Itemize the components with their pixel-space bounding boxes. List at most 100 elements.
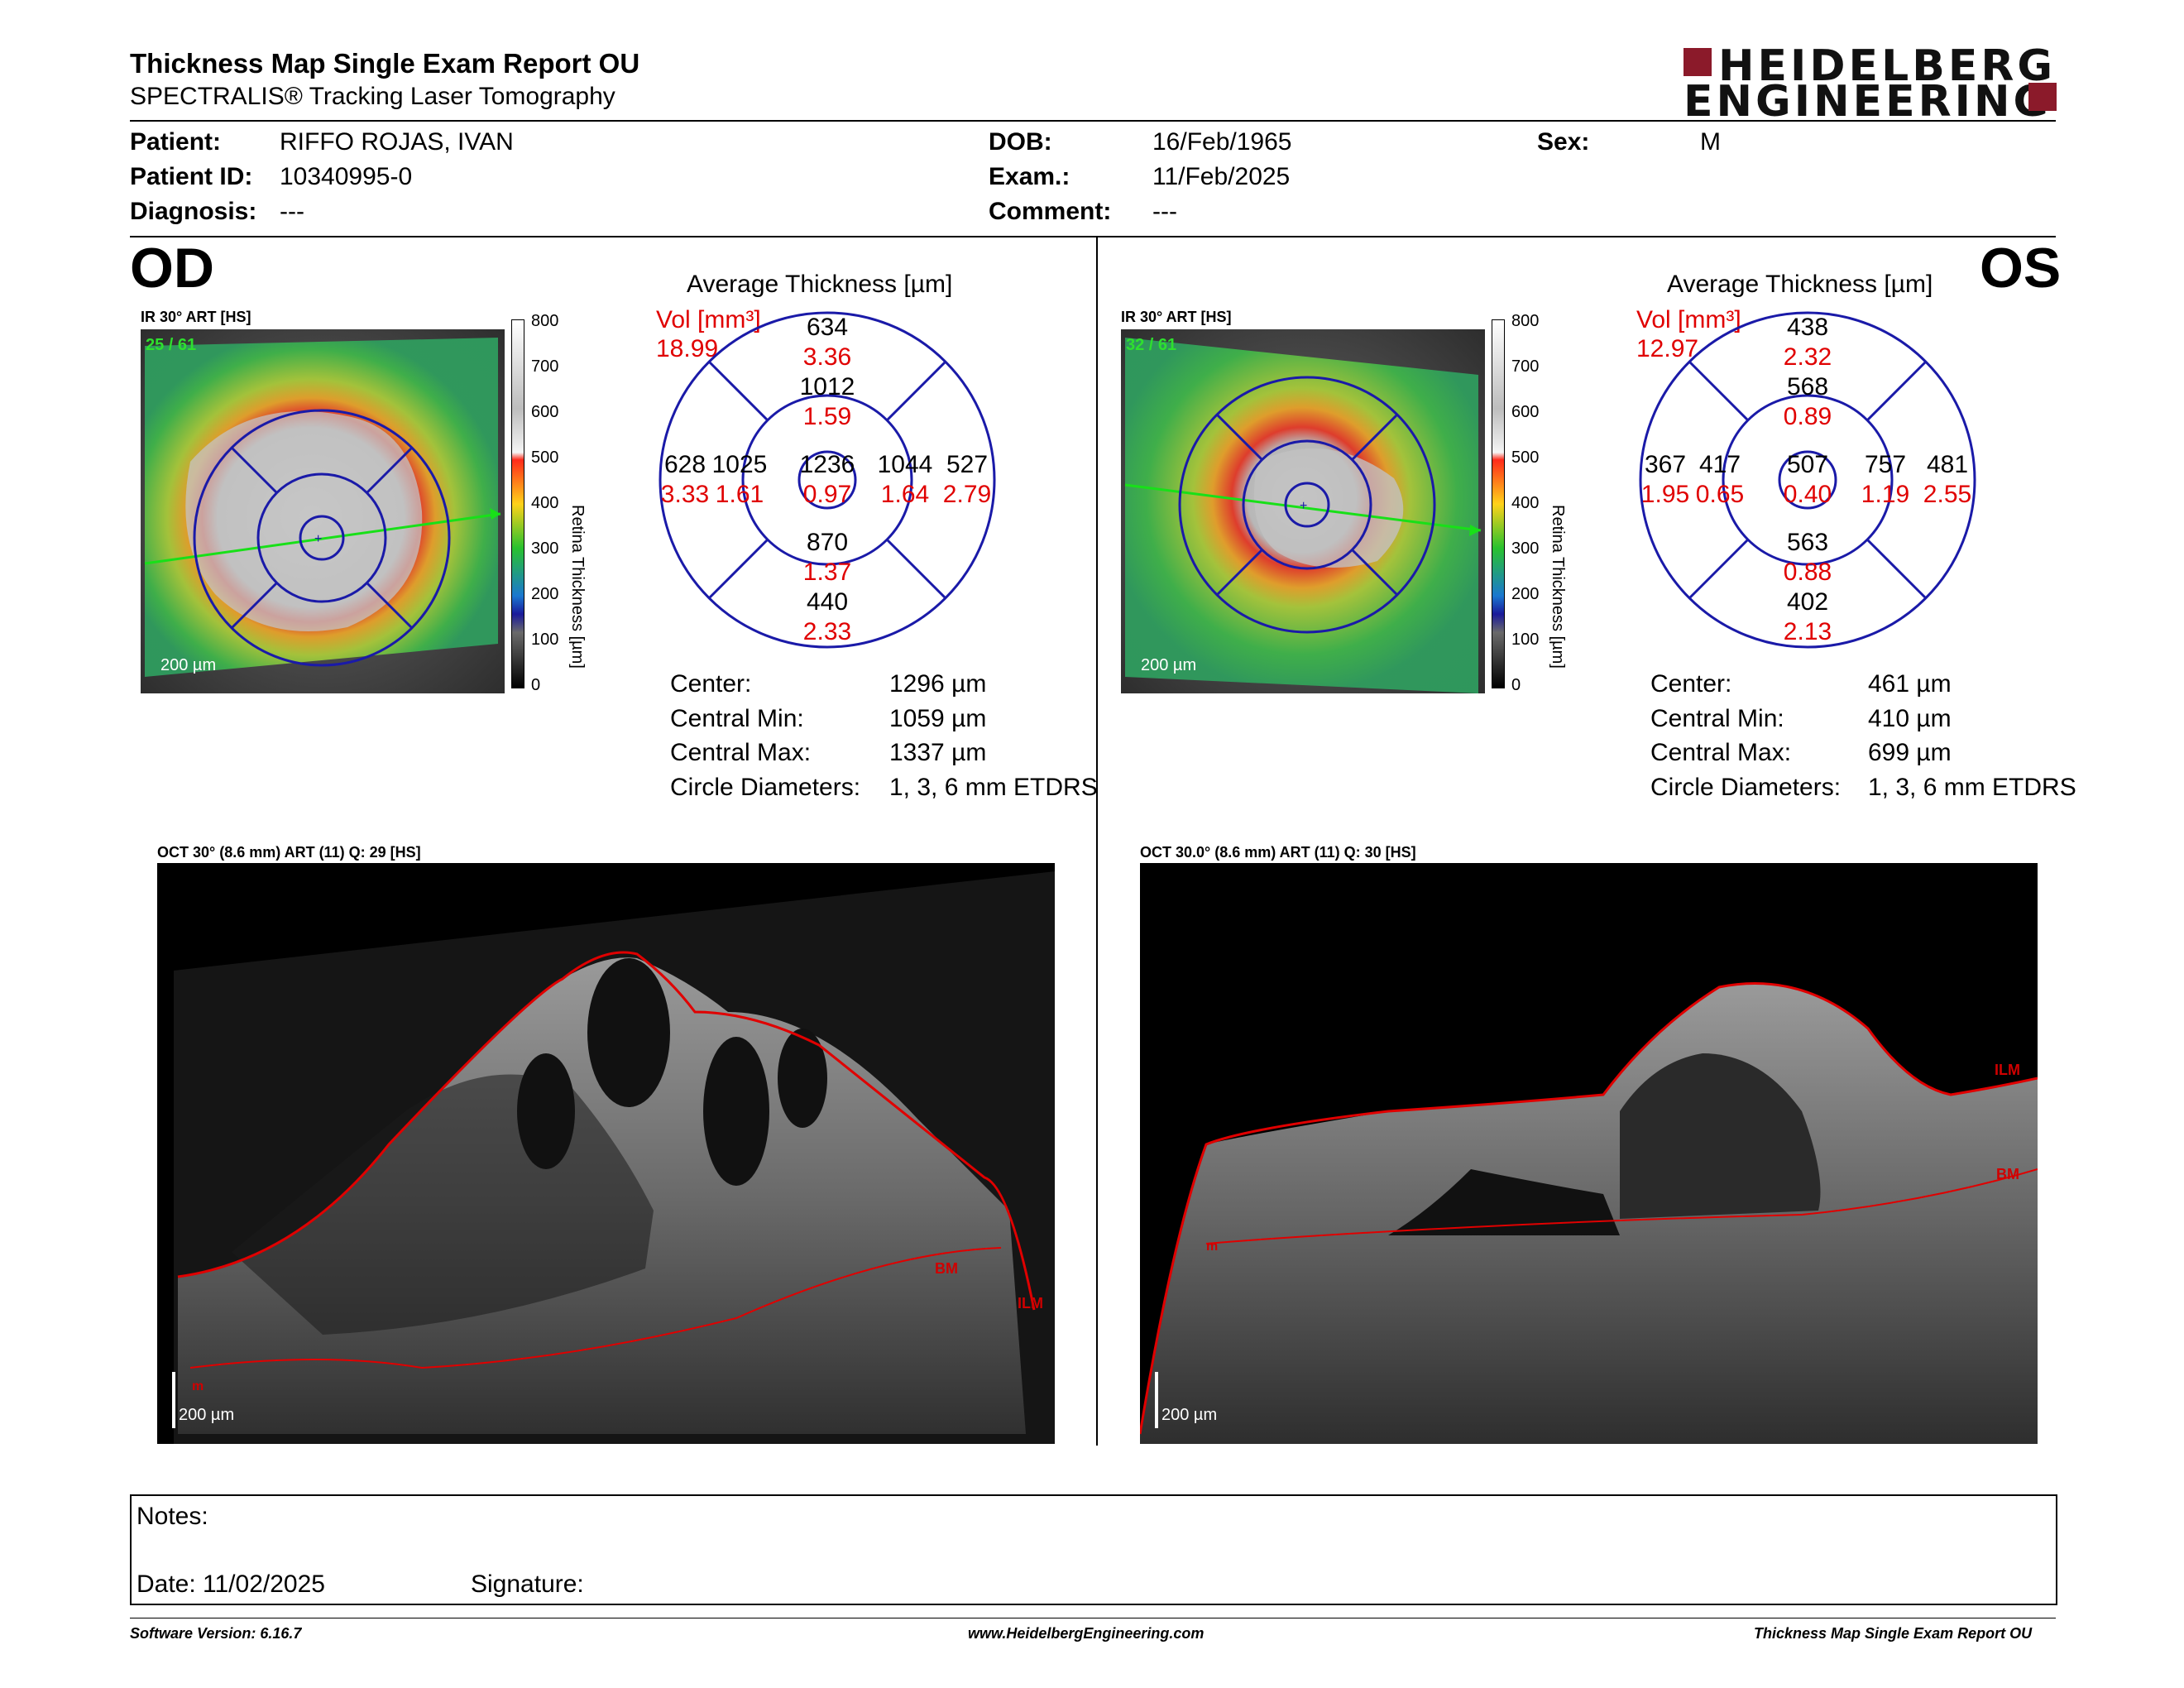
os-outer-inf-thickness: 402: [1786, 588, 1829, 616]
od-inner-right-thickness: 1044: [877, 451, 933, 478]
os-circle-diam-label: Circle Diameters:: [1650, 774, 1842, 801]
od-outer-sup-thickness: 634: [806, 314, 849, 341]
od-central-min-value: 1059 µm: [889, 705, 987, 732]
os-inner-inf-thickness: 563: [1786, 529, 1829, 556]
notes-box[interactable]: Notes: Date: 11/02/2025 Signature:: [130, 1494, 2057, 1605]
os-center-value: 461 µm: [1868, 670, 1952, 698]
os-map-scale-label: 200 µm: [1141, 656, 1197, 674]
logo-square-top: [1684, 48, 1712, 76]
od-outer-inf-thickness: 440: [806, 588, 849, 616]
od-central-max-value: 1337 µm: [889, 739, 987, 766]
od-inner-inf-thickness: 870: [806, 529, 849, 556]
od-frame-counter: 25 / 61: [146, 336, 197, 354]
os-tick-600: 600: [1511, 403, 1540, 421]
os-inner-left-volume: 0.65: [1695, 481, 1745, 508]
os-center-label: Center:: [1650, 670, 1732, 698]
os-frame-counter: 32 / 61: [1126, 336, 1177, 354]
notes-label: Notes:: [136, 1503, 208, 1530]
od-outer-sup-volume: 3.36: [802, 343, 852, 371]
os-center-thickness: 507: [1786, 451, 1829, 478]
od-tick-0: 0: [531, 676, 541, 694]
od-tick-800: 800: [531, 312, 559, 330]
diagnosis-value: ---: [280, 198, 304, 225]
website-link[interactable]: www.HeidelbergEngineering.com: [968, 1625, 1205, 1642]
od-outer-left-thickness: 628: [663, 451, 706, 478]
os-tick-500: 500: [1511, 448, 1540, 467]
od-circle-diam-value: 1, 3, 6 mm ETDRS: [889, 774, 1098, 801]
od-vol-total: 18.99: [656, 335, 719, 362]
od-center-thickness: 1236: [799, 451, 855, 478]
os-outer-right-thickness: 481: [1926, 451, 1969, 478]
os-oct-caption: OCT 30.0° (8.6 mm) ART (11) Q: 30 [HS]: [1140, 844, 1416, 861]
os-inner-sup-volume: 0.89: [1783, 403, 1832, 430]
os-vol-label: Vol [mm³]: [1636, 306, 1741, 333]
report-subtitle: SPECTRALIS® Tracking Laser Tomography: [130, 83, 615, 110]
os-inner-inf-volume: 0.88: [1783, 559, 1832, 586]
os-eye-label: OS: [1980, 237, 2062, 300]
report-title: Thickness Map Single Exam Report OU: [130, 48, 640, 79]
patient-id: 10340995-0: [280, 163, 413, 190]
os-ir-caption: IR 30° ART [HS]: [1121, 309, 1232, 325]
od-oct-m-label: m: [192, 1379, 204, 1393]
od-outer-inf-volume: 2.33: [802, 618, 852, 645]
od-oct-bscan-image: BM ILM m 200 µm: [157, 863, 1055, 1444]
od-inner-left-volume: 1.61: [715, 481, 764, 508]
od-tick-700: 700: [531, 357, 559, 376]
os-circle-diam-value: 1, 3, 6 mm ETDRS: [1868, 774, 2076, 801]
od-map-scale-label: 200 µm: [160, 656, 217, 674]
os-outer-sup-thickness: 438: [1786, 314, 1829, 341]
patient-name: RIFFO ROJAS, IVAN: [280, 128, 514, 156]
od-colorbar: 800 700 600 500 400 300 200 100 0: [511, 312, 577, 695]
sex-label: Sex:: [1537, 128, 1590, 156]
os-tick-100: 100: [1511, 631, 1540, 649]
od-center-volume: 0.97: [802, 481, 852, 508]
od-etdrs-values: 634 3.36 1012 1.59 1236 0.97 628 3.33 10…: [658, 310, 997, 650]
svg-text:+: +: [314, 532, 322, 546]
od-outer-right-volume: 2.79: [942, 481, 992, 508]
logo-square-bottom: [2028, 83, 2057, 111]
od-tick-400: 400: [531, 494, 559, 512]
signature-label: Signature:: [471, 1571, 584, 1598]
os-tick-400: 400: [1511, 494, 1540, 512]
od-oct-svg: [174, 871, 1055, 1444]
od-inner-inf-volume: 1.37: [802, 559, 852, 586]
od-central-min-label: Central Min:: [670, 705, 804, 732]
od-central-max-label: Central Max:: [670, 739, 812, 766]
os-avg-title: Average Thickness [µm]: [1667, 271, 1933, 298]
patient-divider: [130, 236, 2056, 237]
od-inner-left-thickness: 1025: [711, 451, 768, 478]
os-etdrs-grid: [1639, 311, 1976, 649]
date-label: Date: 11/02/2025: [136, 1571, 325, 1598]
patient-id-label: Patient ID:: [130, 163, 253, 190]
os-tick-800: 800: [1511, 312, 1540, 330]
os-outer-left-volume: 1.95: [1640, 481, 1690, 508]
os-inner-sup-thickness: 568: [1786, 373, 1829, 400]
os-central-max-value: 699 µm: [1868, 739, 1952, 766]
os-tick-700: 700: [1511, 357, 1540, 376]
sex-value: M: [1700, 128, 1721, 156]
eye-divider: [1096, 237, 1098, 1446]
os-oct-ilm-label: ILM: [1995, 1062, 2020, 1078]
od-tick-300: 300: [531, 539, 559, 558]
os-colorbar-label: Retina Thickness [µm]: [1549, 505, 1567, 669]
od-outer-right-thickness: 527: [946, 451, 989, 478]
software-version: Software Version: 6.16.7: [130, 1625, 302, 1642]
exam-value: 11/Feb/2025: [1152, 163, 1291, 190]
od-oct-scale-bar: [172, 1372, 175, 1428]
os-center-volume: 0.40: [1783, 481, 1832, 508]
od-colorbar-label: Retina Thickness [µm]: [568, 505, 587, 669]
svg-text:+: +: [1300, 499, 1307, 513]
os-colorbar-axis-label: Retina Thickness [µm]: [1548, 505, 1567, 669]
os-oct-scale-bar: [1155, 1372, 1158, 1428]
od-tick-100: 100: [531, 631, 559, 649]
od-thickness-map-svg: +: [141, 329, 505, 693]
header-divider: [130, 120, 2056, 122]
os-oct-bm-label: BM: [1996, 1166, 2019, 1182]
od-colorbar-axis-label: Retina Thickness [µm]: [568, 505, 587, 669]
os-colorbar-gradient: [1492, 319, 1505, 688]
od-center-value: 1296 µm: [889, 670, 987, 698]
od-oct-caption: OCT 30° (8.6 mm) ART (11) Q: 29 [HS]: [157, 844, 421, 861]
os-tick-200: 200: [1511, 585, 1540, 603]
od-ir-caption: IR 30° ART [HS]: [141, 309, 251, 325]
os-oct-scale-label: 200 µm: [1161, 1406, 1218, 1424]
